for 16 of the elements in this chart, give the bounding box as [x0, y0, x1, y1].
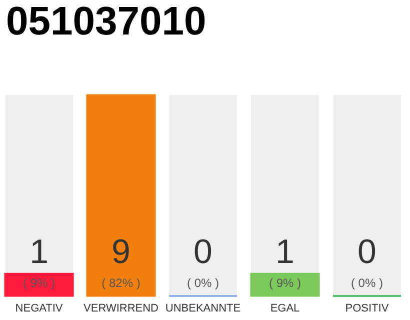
annotation: ( 0% ): [350, 276, 383, 290]
annotation: ( 9% ): [268, 276, 301, 290]
x-tick-label: NEGATIV: [15, 302, 64, 314]
data-label: 0: [358, 233, 376, 271]
data-label: 0: [194, 233, 212, 271]
x-tick-label: EGAL: [270, 302, 300, 314]
x-tick-label: VERWIRREND: [84, 302, 159, 314]
x-tick-label: UNBEKANNTE: [165, 302, 241, 314]
data-label: 9: [112, 233, 130, 271]
annotation: ( 0% ): [186, 276, 220, 290]
annotation: ( 9% ): [23, 276, 56, 290]
chart-title: 051037010: [6, 0, 206, 44]
data-label: 1: [30, 233, 48, 271]
annotation: ( 82% ): [102, 276, 140, 290]
data-label: 1: [276, 233, 294, 271]
x-tick-label: POSITIV: [345, 302, 390, 314]
